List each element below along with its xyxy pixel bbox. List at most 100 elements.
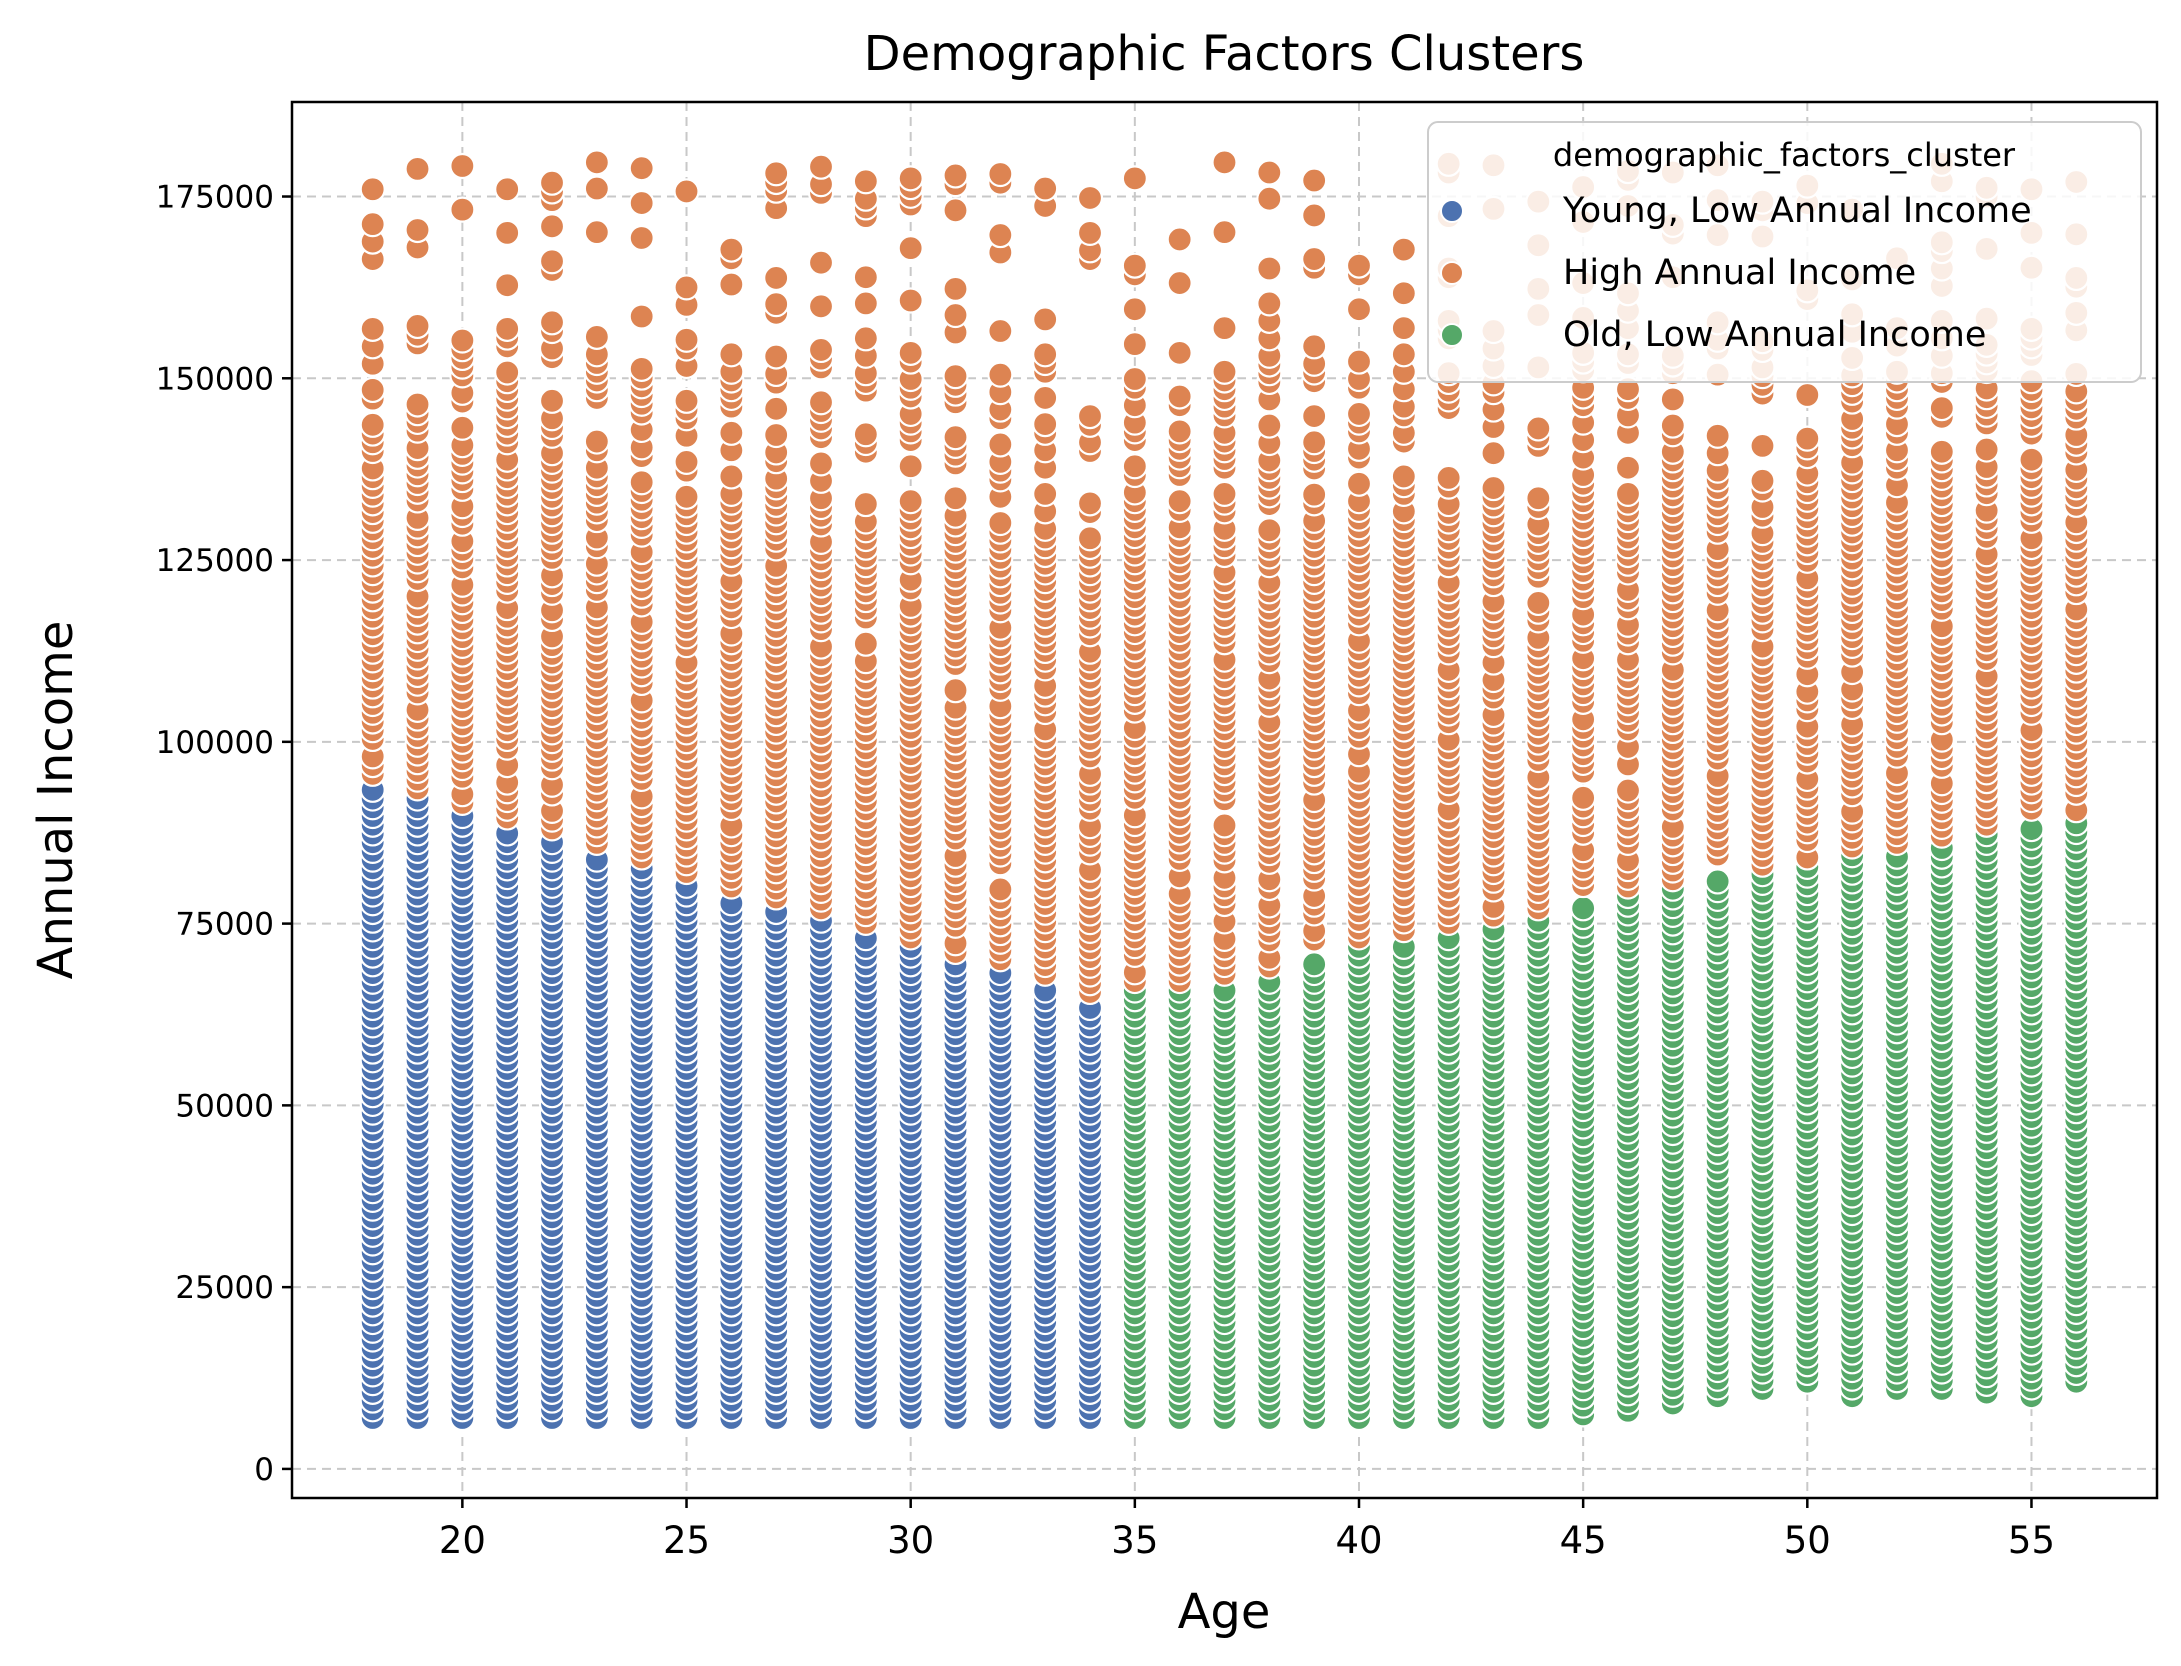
point-high [359, 176, 386, 203]
point-high [359, 376, 386, 404]
point-high [1032, 410, 1059, 438]
point-high [942, 677, 969, 704]
point-high [718, 419, 745, 446]
point-high [1166, 269, 1193, 297]
point-high [897, 235, 924, 262]
point-high [807, 153, 835, 180]
point-high [1211, 812, 1238, 839]
point-high [1480, 440, 1507, 467]
point-high [583, 219, 610, 246]
x-tick-label: 45 [1560, 1519, 1607, 1562]
y-tick-label: 25000 [175, 1270, 274, 1306]
point-high [404, 391, 431, 418]
point-high [1659, 386, 1686, 413]
y-tick-label: 100000 [156, 725, 274, 761]
point-high [852, 325, 879, 352]
point-high [404, 312, 431, 340]
point-high [494, 219, 521, 246]
point-high [494, 359, 521, 386]
legend-title: demographic_factors_cluster [1553, 136, 2016, 174]
point-high [942, 424, 969, 451]
x-tick-label: 40 [1335, 1519, 1382, 1562]
point-high [1076, 184, 1104, 212]
point-high [897, 287, 924, 314]
y-tick-label: 125000 [156, 543, 274, 579]
point-high [1211, 219, 1238, 246]
point-high [1121, 252, 1148, 279]
point-high [449, 414, 476, 441]
point-high [1749, 432, 1776, 460]
point-high [1390, 280, 1417, 307]
point-high [1076, 490, 1104, 517]
point-high [987, 431, 1014, 458]
legend-label: Young, Low Annual Income [1562, 191, 2032, 231]
point-high [987, 361, 1014, 388]
point-high [673, 326, 700, 353]
point-high [987, 160, 1014, 188]
y-axis-title: Annual Income [28, 621, 84, 980]
point-high [1076, 219, 1104, 246]
point-high [852, 630, 879, 657]
point-high [1390, 463, 1417, 490]
point-high [763, 421, 790, 449]
point-high [763, 160, 790, 187]
point-high [942, 197, 969, 224]
point-high [1345, 252, 1373, 279]
point-high [1121, 453, 1148, 480]
point-high [942, 275, 969, 302]
point-high [673, 387, 700, 414]
point-high [897, 339, 924, 366]
point-high [673, 178, 700, 205]
y-tick-label: 175000 [156, 180, 274, 216]
point-high [1256, 255, 1283, 282]
point-high [897, 165, 924, 192]
point-high [987, 876, 1014, 903]
point-high [449, 152, 476, 180]
point-high [1032, 306, 1059, 333]
point-high [1032, 384, 1059, 412]
point-old [1301, 951, 1328, 978]
point-high [1166, 383, 1193, 410]
legend-label: Old, Low Annual Income [1563, 315, 1986, 355]
point-high [628, 189, 655, 217]
point-high [2018, 446, 2045, 473]
point-high [1301, 245, 1328, 273]
point-high [538, 248, 566, 275]
y-tick-label: 150000 [156, 361, 274, 397]
point-high [449, 327, 476, 354]
point-high [1435, 464, 1462, 492]
point-high [852, 168, 879, 195]
point-high [494, 272, 521, 299]
point-high [1614, 480, 1642, 507]
point-high [897, 453, 924, 480]
y-tick-label: 0 [254, 1452, 274, 1488]
point-high [1121, 365, 1148, 393]
point-high [583, 149, 610, 176]
legend-marker [1440, 261, 1464, 285]
point-high [1345, 470, 1373, 497]
point-high [763, 343, 790, 370]
point-high [538, 169, 566, 196]
point-high [1211, 315, 1238, 342]
x-tick-label: 30 [887, 1519, 934, 1562]
point-high [718, 271, 745, 298]
point-high [1032, 341, 1059, 368]
x-tick-label: 55 [2008, 1519, 2055, 1562]
point-high [538, 387, 566, 414]
point-high [1121, 296, 1148, 323]
y-tick-label: 75000 [175, 907, 274, 943]
point-high [807, 293, 835, 320]
point-high [538, 309, 566, 336]
point-high [942, 301, 969, 329]
point-high [1076, 403, 1104, 430]
point-high [404, 216, 431, 244]
x-tick-label: 25 [663, 1519, 710, 1562]
point-high [987, 221, 1014, 249]
point-high [718, 341, 745, 368]
point-high [1211, 480, 1238, 507]
point-high [1345, 348, 1373, 375]
y-tick-label: 50000 [175, 1088, 274, 1124]
point-high [1928, 395, 1955, 422]
point-high [942, 485, 969, 512]
point-high [1166, 488, 1193, 515]
